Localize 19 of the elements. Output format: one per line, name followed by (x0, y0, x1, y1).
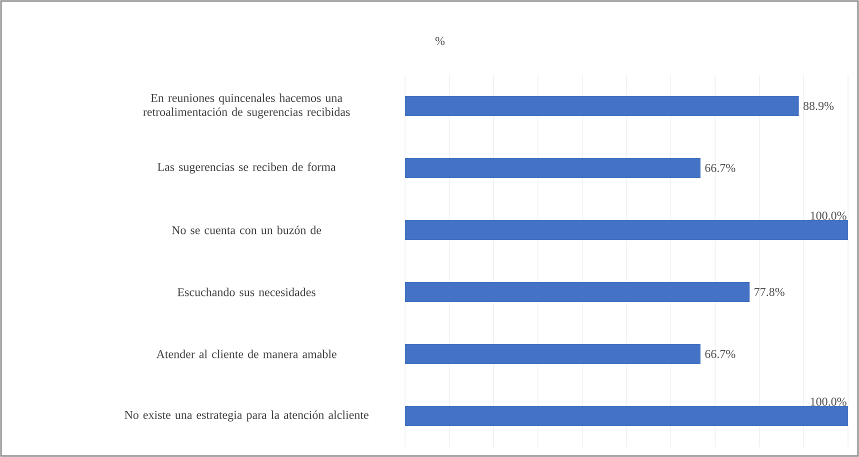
y-tick-label: Las sugerencias se reciben de forma (158, 162, 336, 174)
chart-title: % (435, 36, 445, 46)
y-tick-label: No se cuenta con un buzón de (172, 226, 322, 234)
data-label: 100.0% (810, 212, 846, 220)
bar (405, 344, 700, 364)
data-label: 66.7% (705, 164, 736, 172)
bar (405, 220, 848, 240)
data-label: 100.0% (810, 398, 846, 406)
data-label: 88.9% (803, 102, 834, 110)
data-label: 77.8% (754, 288, 784, 296)
y-tick-label: Atender al cliente de manera amable (156, 350, 336, 358)
data-label: 66.7% (705, 350, 736, 358)
bar (405, 158, 700, 178)
bar (405, 96, 799, 116)
bar (405, 282, 750, 302)
bar (405, 406, 848, 426)
y-tick-label: En reuniones quincenales hacemos una retroalimentación de sugerencias recibidas (143, 94, 350, 118)
y-tick-label: Escuchando sus necesidades (178, 288, 316, 296)
y-tick-label: No existe una estrategia para la atención alcliente (124, 410, 368, 422)
